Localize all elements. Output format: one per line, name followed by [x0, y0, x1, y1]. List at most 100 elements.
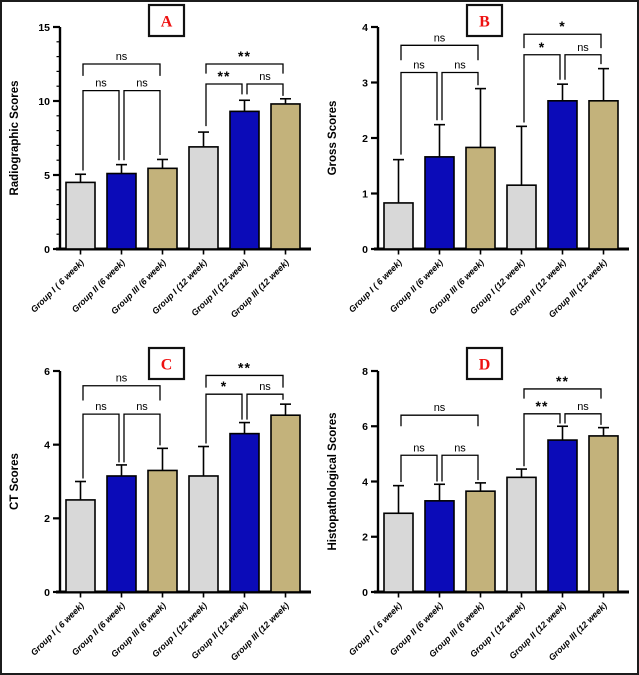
- bar-B-4: [546, 100, 578, 250]
- sig-bracket: [82, 63, 161, 76]
- panel-C: 0 2 4 6 CT Scores Group I ( 6 week) Group II (…: [2, 338, 320, 674]
- sig-bracket: [399, 454, 438, 482]
- bar-A-3: [188, 146, 219, 250]
- bar-D-3: [505, 476, 537, 593]
- panel-letter-box: [147, 3, 186, 38]
- sig-bracket: [205, 393, 243, 444]
- y-tick-label: 0: [44, 586, 50, 598]
- bar-A-0: [65, 181, 96, 250]
- y-tick-label: 2: [362, 531, 368, 543]
- bar-C-5: [270, 413, 301, 593]
- y-axis-label: Histopathological Scores: [327, 412, 339, 550]
- sig-label: ns: [136, 401, 148, 413]
- sig-label: **: [556, 372, 569, 388]
- bar-A-5: [270, 103, 301, 250]
- bar-A-2: [147, 167, 178, 250]
- panel-letter-box: [465, 3, 503, 38]
- sig-bracket: [82, 384, 161, 400]
- y-tick-label: 10: [38, 96, 50, 108]
- y-tick-label: 2: [362, 133, 368, 145]
- y-tick-label: 15: [38, 22, 50, 34]
- sig-bracket: [522, 33, 602, 49]
- sig-bracket: [563, 54, 602, 80]
- bar-B-2: [464, 146, 496, 250]
- sig-bracket: [522, 412, 561, 466]
- sig-label: ns: [577, 400, 589, 412]
- panel-letter-box: [147, 346, 186, 380]
- y-axis-label: CT Scores: [9, 453, 21, 510]
- y-tick-label: 4: [44, 439, 50, 451]
- sig-bracket: [123, 89, 161, 161]
- bar-C-1: [106, 474, 137, 593]
- sig-label: ns: [413, 442, 425, 454]
- y-tick-label: 4: [362, 22, 368, 34]
- panel-D: 0 2 4 6 8 Histopathological Scores Group I ( 6…: [320, 338, 638, 674]
- panel-letter: C: [161, 356, 173, 373]
- y-tick-label: 5: [44, 170, 50, 182]
- sig-bracket: [246, 83, 284, 96]
- bar-D-4: [546, 438, 578, 593]
- bar-B-3: [505, 184, 537, 250]
- sig-label: ns: [259, 381, 271, 393]
- y-tick-label: 2: [44, 513, 50, 525]
- sig-label: ns: [454, 442, 466, 454]
- sig-label: **: [535, 397, 548, 413]
- panel-B: 0 1 2 3 4 Gross Scores Group I ( 6 week) Group …: [320, 2, 638, 338]
- y-tick-label: 0: [362, 244, 368, 256]
- y-tick-label: 3: [362, 77, 368, 89]
- y-tick-label: 4: [362, 476, 368, 488]
- sig-bracket: [399, 414, 479, 426]
- sig-bracket: [440, 454, 479, 481]
- y-tick-label: 1: [362, 188, 368, 200]
- sig-bracket: [82, 89, 120, 171]
- sig-label: ns: [577, 42, 589, 54]
- bar-A-4: [229, 110, 260, 250]
- sig-bracket: [205, 83, 243, 127]
- sig-bracket: [440, 71, 479, 121]
- bar-C-2: [147, 469, 178, 593]
- sig-label: **: [218, 68, 231, 84]
- sig-label: ns: [136, 78, 148, 90]
- bar-B-1: [423, 156, 455, 250]
- sig-bracket: [205, 374, 284, 388]
- sig-label: *: [559, 18, 565, 34]
- bar-D-0: [382, 511, 414, 593]
- sig-label: ns: [95, 78, 107, 90]
- sig-label: ns: [433, 402, 445, 414]
- sig-label: ns: [116, 372, 128, 384]
- bar-D-5: [587, 434, 619, 593]
- bar-B-5: [587, 100, 619, 250]
- y-tick-label: 0: [362, 586, 368, 598]
- sig-bracket: [563, 412, 602, 425]
- sig-label: *: [538, 39, 544, 55]
- sig-label: *: [221, 378, 227, 394]
- panel-letter: A: [161, 14, 173, 31]
- bar-D-1: [423, 499, 455, 593]
- sig-bracket: [522, 54, 561, 123]
- panel-letter: B: [479, 14, 490, 31]
- panel-letter-box: [465, 346, 503, 380]
- y-tick-label: 6: [44, 365, 50, 377]
- sig-bracket: [205, 63, 284, 74]
- sig-label: ns: [116, 51, 128, 63]
- bar-A-1: [106, 172, 137, 250]
- sig-label: ns: [433, 32, 445, 44]
- bar-D-2: [464, 489, 496, 593]
- sig-bracket: [246, 393, 284, 420]
- panel-A: 0 5 10 15 Radiographic Scores Group I ( 6 wee…: [2, 2, 320, 338]
- bar-C-4: [229, 432, 260, 593]
- sig-bracket: [82, 412, 120, 479]
- sig-label: **: [238, 359, 251, 375]
- y-axis-label: Radiographic Scores: [9, 80, 21, 195]
- y-tick-label: 8: [362, 365, 368, 377]
- bar-C-0: [65, 498, 96, 593]
- sig-bracket: [399, 44, 479, 61]
- sig-bracket: [522, 387, 602, 399]
- sig-bracket: [123, 412, 161, 462]
- y-tick-label: 0: [44, 244, 50, 256]
- y-tick-label: 6: [362, 421, 368, 433]
- sig-label: ns: [413, 60, 425, 72]
